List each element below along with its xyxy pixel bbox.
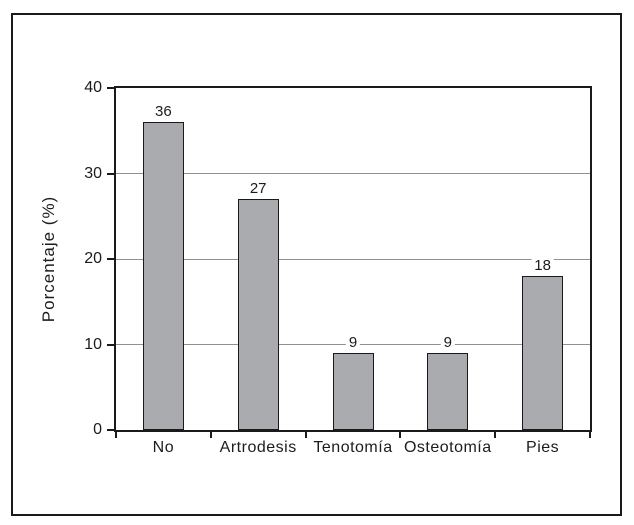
bar-value-label-Osteotomía: 9 <box>440 334 455 352</box>
y-tick-20 <box>107 258 114 260</box>
y-tick-0 <box>107 429 114 431</box>
gridline-20 <box>116 258 590 260</box>
x-tick-2 <box>304 432 307 438</box>
x-tick-5 <box>589 432 591 438</box>
bar-No <box>142 122 184 430</box>
y-tick-10 <box>107 343 114 346</box>
bar-value-label-Artrodesis: 27 <box>246 180 270 198</box>
x-tick-1 <box>209 432 212 438</box>
bar-value-label-Pies: 18 <box>531 257 554 275</box>
category-label-Artrodesis: Artrodesis <box>219 439 297 456</box>
plot-area: 0 10 20 30 40 36 No 27 Artrodesis 9 Tenotomía 9 Oste… <box>84 79 592 456</box>
bar-Artrodesis <box>237 199 279 430</box>
bar-Tenotomía <box>332 353 374 430</box>
x-tick-0 <box>115 432 117 438</box>
bar-Pies <box>522 276 564 430</box>
y-tick-40 <box>107 87 114 89</box>
y-tick-label-20: 20 <box>84 250 102 267</box>
category-label-No: No <box>152 439 175 456</box>
y-tick-30 <box>107 172 114 175</box>
bar-value-label-No: 36 <box>152 103 175 121</box>
y-tick-label-0: 0 <box>93 421 102 438</box>
category-label-Tenotomía: Tenotomía <box>313 439 393 456</box>
y-tick-label-30: 30 <box>84 164 102 182</box>
bar-Osteotomía <box>427 353 469 430</box>
x-tick-4 <box>494 432 497 438</box>
category-label-Osteotomía: Osteotomía <box>403 439 492 456</box>
y-tick-label-10: 10 <box>84 335 102 353</box>
bar-value-label-Tenotomía: 9 <box>345 334 361 352</box>
category-label-Pies: Pies <box>526 439 560 456</box>
x-tick-3 <box>399 432 402 438</box>
y-axis-title: Porcentaje (%) <box>39 195 58 323</box>
gridline-30 <box>116 173 590 174</box>
y-tick-label-40: 40 <box>84 79 102 96</box>
